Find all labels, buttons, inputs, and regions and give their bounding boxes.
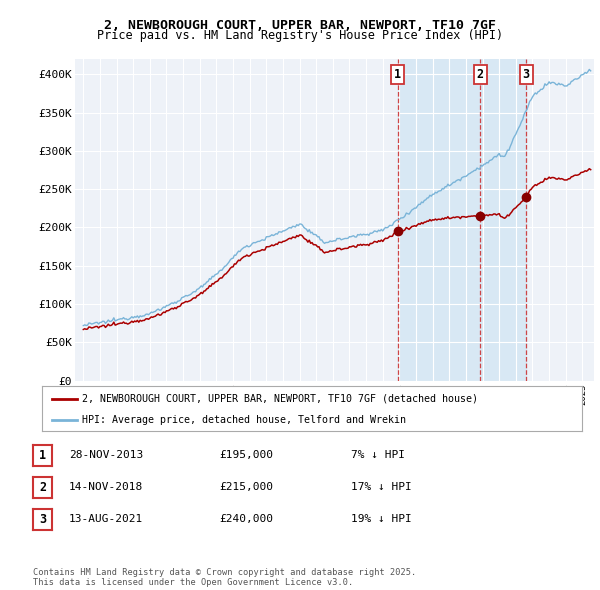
Bar bbox=[398, 59, 526, 381]
Text: 28-NOV-2013: 28-NOV-2013 bbox=[69, 451, 143, 460]
Text: 2, NEWBOROUGH COURT, UPPER BAR, NEWPORT, TF10 7GF: 2, NEWBOROUGH COURT, UPPER BAR, NEWPORT,… bbox=[104, 19, 496, 32]
Text: Contains HM Land Registry data © Crown copyright and database right 2025.
This d: Contains HM Land Registry data © Crown c… bbox=[33, 568, 416, 587]
Text: 1: 1 bbox=[39, 449, 46, 462]
Text: 14-NOV-2018: 14-NOV-2018 bbox=[69, 483, 143, 492]
Text: 3: 3 bbox=[39, 513, 46, 526]
Text: 17% ↓ HPI: 17% ↓ HPI bbox=[351, 483, 412, 492]
Text: 3: 3 bbox=[523, 68, 530, 81]
Text: £240,000: £240,000 bbox=[219, 514, 273, 524]
Text: 2: 2 bbox=[39, 481, 46, 494]
Text: 2, NEWBOROUGH COURT, UPPER BAR, NEWPORT, TF10 7GF (detached house): 2, NEWBOROUGH COURT, UPPER BAR, NEWPORT,… bbox=[83, 394, 479, 404]
Text: 2: 2 bbox=[477, 68, 484, 81]
Text: Price paid vs. HM Land Registry's House Price Index (HPI): Price paid vs. HM Land Registry's House … bbox=[97, 30, 503, 42]
Text: £195,000: £195,000 bbox=[219, 451, 273, 460]
Text: 19% ↓ HPI: 19% ↓ HPI bbox=[351, 514, 412, 524]
Text: 1: 1 bbox=[394, 68, 401, 81]
Text: 13-AUG-2021: 13-AUG-2021 bbox=[69, 514, 143, 524]
Text: £215,000: £215,000 bbox=[219, 483, 273, 492]
Text: HPI: Average price, detached house, Telford and Wrekin: HPI: Average price, detached house, Telf… bbox=[83, 415, 407, 425]
Text: 7% ↓ HPI: 7% ↓ HPI bbox=[351, 451, 405, 460]
